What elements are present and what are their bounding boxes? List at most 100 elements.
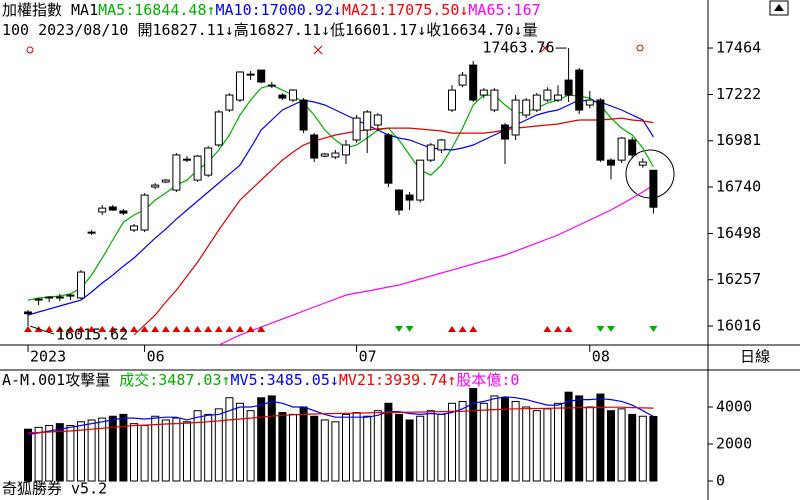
candle-body [161, 179, 170, 183]
buy-signal [55, 326, 64, 332]
x-tick-label: 08 [592, 348, 610, 366]
volume-bar [437, 413, 446, 482]
candle-body [426, 144, 435, 161]
header-item: 加權指數 MA1 [2, 1, 99, 19]
header-line: 100 2023/08/10 開16827.11↓高16827.11↓低1660… [2, 20, 708, 40]
ma-line [133, 117, 654, 336]
candle-body [448, 89, 456, 111]
candle-body [55, 296, 64, 299]
candle-body [490, 89, 499, 111]
ma-line [27, 84, 654, 301]
y-tick-label: 16498 [716, 224, 761, 242]
candle-body [596, 99, 605, 161]
volume-bar [638, 415, 647, 482]
candle-body [299, 99, 308, 131]
volume-bar [469, 387, 478, 482]
candle-body [320, 153, 329, 157]
buy-signal [98, 326, 107, 332]
candle-body [278, 94, 287, 99]
buy-signal [236, 326, 244, 332]
y-tick-label: 0 [716, 471, 725, 489]
header-item: 股本億:0 [456, 371, 520, 389]
candle-body [66, 294, 75, 297]
candle-body [225, 94, 234, 111]
header-item: MV5:3485.05↓ [230, 371, 339, 389]
volume-bar [363, 415, 372, 482]
candle-body [310, 134, 319, 159]
candle-body [24, 311, 32, 315]
candle-body [204, 147, 213, 176]
low-label: 16015.62 [56, 326, 128, 344]
ma-line [27, 396, 654, 436]
buy-signal [183, 326, 191, 332]
volume-bar [289, 413, 297, 482]
candle-body [289, 89, 297, 101]
marker [540, 43, 550, 53]
sell-signal [596, 326, 605, 332]
volume-bar [225, 397, 234, 482]
header-item: A-M.001攻擊量 [2, 371, 120, 389]
buy-signal [24, 326, 32, 332]
candle-body [342, 144, 350, 156]
sell-signal [405, 326, 414, 332]
header-item: MA10:17000.92↓ [215, 1, 342, 19]
buy-signal [161, 326, 170, 332]
volume-bar [172, 417, 181, 482]
buy-signal [108, 326, 117, 332]
volume-bar [607, 410, 615, 482]
volume-bar [617, 408, 626, 482]
buy-signal [246, 326, 255, 332]
volume-bar [564, 391, 573, 482]
volume-bar [310, 415, 319, 482]
volume-bar [426, 410, 435, 482]
volume-bar [299, 406, 308, 482]
candle-body [236, 71, 244, 101]
volume-bar [596, 393, 605, 482]
period-label: 日線 [740, 348, 770, 366]
volume-bar [458, 400, 467, 482]
y-tick-label: 16981 [716, 131, 761, 149]
candle-body [98, 207, 107, 213]
candle-body [554, 94, 562, 101]
volume-bar [24, 428, 32, 482]
candle-body [522, 99, 531, 116]
volume-bar [416, 415, 425, 482]
candle-body [193, 155, 202, 181]
header-line: 加權指數 MA1MA5:16844.48↑MA10:17000.92↓MA21:… [2, 0, 764, 20]
header-item: MA21:17075.50↓ [341, 1, 469, 19]
volume-bar [45, 424, 54, 482]
sell-signal [395, 326, 403, 332]
candle-body [405, 194, 414, 201]
volume-bar [119, 413, 128, 482]
volume-bar [448, 402, 456, 482]
volume-bar [543, 408, 552, 482]
candle-body [363, 111, 372, 131]
candle-body [87, 231, 96, 234]
buy-signal [204, 326, 213, 332]
y-tick-label: 2000 [716, 434, 752, 452]
volume-bar [320, 419, 329, 482]
volume-bar [257, 397, 266, 482]
candle-body [246, 73, 255, 76]
volume-bar [55, 423, 64, 482]
sell-signal [607, 326, 615, 332]
candle-body [638, 161, 647, 166]
candle-body [628, 139, 637, 156]
x-tick-label: 2023 [30, 348, 66, 366]
candle-body [607, 159, 615, 166]
candle-body [267, 84, 276, 87]
buy-signal [172, 326, 181, 332]
buy-signal [458, 326, 467, 332]
candle-body [479, 89, 488, 96]
volume-bar [575, 395, 584, 482]
volume-bar [140, 424, 149, 482]
volume-bar [66, 424, 75, 482]
volume-bar [479, 402, 488, 482]
candle-body [543, 89, 552, 101]
scroll-arrow [774, 4, 784, 11]
buy-signal [448, 326, 456, 332]
volume-bar [522, 406, 531, 482]
volume-bar [214, 408, 223, 482]
volume-bar [77, 421, 85, 482]
low-pointer [29, 325, 55, 335]
